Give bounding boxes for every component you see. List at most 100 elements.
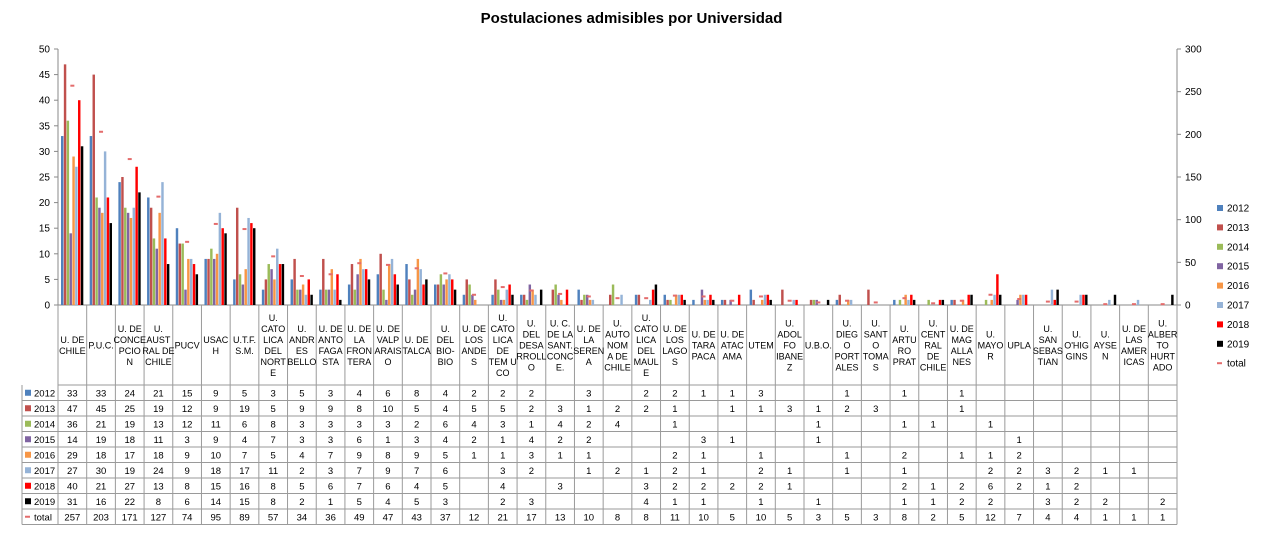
bar — [497, 289, 500, 305]
table-cell: 1 — [844, 466, 849, 477]
bar — [1050, 289, 1054, 305]
table-cell: 15 — [211, 481, 222, 492]
table-cell: 3 — [529, 450, 534, 461]
table-cell: 1 — [902, 419, 907, 430]
bar — [961, 299, 965, 305]
bar — [709, 294, 712, 305]
bar — [356, 274, 359, 305]
table-cell: 2 — [644, 404, 649, 415]
table-cell: 1 — [529, 419, 534, 430]
table-cell: 1 — [672, 497, 677, 508]
table-cell: 11 — [153, 435, 163, 446]
bar — [445, 279, 448, 305]
table-cell: 3 — [816, 512, 821, 523]
bar — [554, 284, 557, 305]
table-cell: 7 — [242, 450, 247, 461]
table-cell: 5 — [414, 404, 419, 415]
bar — [333, 289, 336, 305]
table-cell: 2 — [1017, 481, 1022, 492]
table-cell: 13 — [153, 481, 164, 492]
table-cell: 5 — [271, 450, 276, 461]
table-cell: 2 — [758, 481, 763, 492]
bar — [98, 207, 101, 305]
table-cell: 3 — [529, 497, 534, 508]
bar — [677, 294, 681, 305]
category-label: U. DE VALP ARAIS O — [374, 324, 401, 367]
bar — [78, 100, 81, 305]
table-cell: 2 — [500, 497, 505, 508]
bar — [729, 299, 732, 305]
table-cell: 1 — [816, 497, 821, 508]
bar — [712, 299, 715, 305]
table-cell: 4 — [357, 388, 362, 399]
table-cell: 6 — [328, 481, 333, 492]
category-label: U. DE LA SEREN A — [573, 324, 604, 367]
bar — [499, 299, 503, 305]
table-cell: 6 — [443, 466, 448, 477]
table-cell: 8 — [644, 512, 649, 523]
table-cell: 9 — [184, 450, 189, 461]
bar — [835, 299, 839, 305]
table-cell: 18 — [124, 435, 135, 446]
table-cell: 3 — [701, 435, 706, 446]
row-header: 2016 — [34, 450, 55, 461]
bar — [620, 294, 623, 305]
bar — [451, 279, 454, 305]
table-cell: 4 — [500, 481, 505, 492]
bar — [95, 197, 98, 305]
table-cell: 4 — [443, 388, 448, 399]
table-cell: 19 — [124, 419, 135, 430]
bar — [867, 289, 870, 305]
table-cell: 1 — [959, 404, 964, 415]
bar — [92, 74, 95, 305]
table-cell: 1 — [1045, 481, 1050, 492]
table-cell: 18 — [211, 466, 222, 477]
bar — [267, 264, 270, 305]
bar — [189, 258, 193, 305]
bar — [580, 299, 583, 305]
bar — [419, 269, 422, 305]
table-cell: 1 — [758, 404, 763, 415]
table-cell: 11 — [268, 466, 278, 477]
table-cell: 3 — [873, 404, 878, 415]
bar — [138, 192, 141, 305]
table-cell: 1 — [1160, 512, 1165, 523]
category-label: U. DE LAS AMER ICAS — [1121, 324, 1148, 367]
table-cell: 30 — [96, 466, 107, 477]
table-cell: 6 — [385, 388, 390, 399]
bar — [838, 294, 841, 305]
table-cell: 6 — [357, 435, 362, 446]
table-cell: 8 — [271, 497, 276, 508]
bar — [353, 289, 357, 305]
bar — [471, 294, 474, 305]
table-cell: 89 — [239, 512, 250, 523]
table-cell: 14 — [211, 497, 222, 508]
table-cell: 5 — [443, 450, 448, 461]
bar — [654, 284, 658, 305]
bar — [101, 212, 104, 305]
bar — [322, 258, 325, 305]
table-cell: 49 — [354, 512, 365, 523]
table-cell: 4 — [557, 419, 562, 430]
table-cell: 127 — [150, 512, 166, 523]
row-header: 2017 — [34, 466, 55, 477]
bar — [359, 258, 362, 305]
category-label: U. DE LOS ANDE S — [462, 324, 487, 367]
bar — [276, 248, 279, 305]
table-cell: 2 — [299, 497, 304, 508]
table-cell: 4 — [471, 419, 476, 430]
table-cell: 22 — [124, 497, 135, 508]
bar — [436, 284, 440, 305]
bar — [666, 299, 669, 305]
bar — [967, 294, 970, 305]
legend-swatch — [1217, 243, 1223, 250]
table-cell: 7 — [357, 481, 362, 492]
table-cell: 36 — [325, 512, 336, 523]
bar — [233, 279, 236, 305]
bar — [390, 258, 394, 305]
table-cell: 1 — [758, 497, 763, 508]
bar — [1056, 289, 1059, 305]
legend-key — [25, 389, 31, 396]
legend-label: 2019 — [1227, 339, 1250, 350]
table-cell: 6 — [242, 419, 247, 430]
